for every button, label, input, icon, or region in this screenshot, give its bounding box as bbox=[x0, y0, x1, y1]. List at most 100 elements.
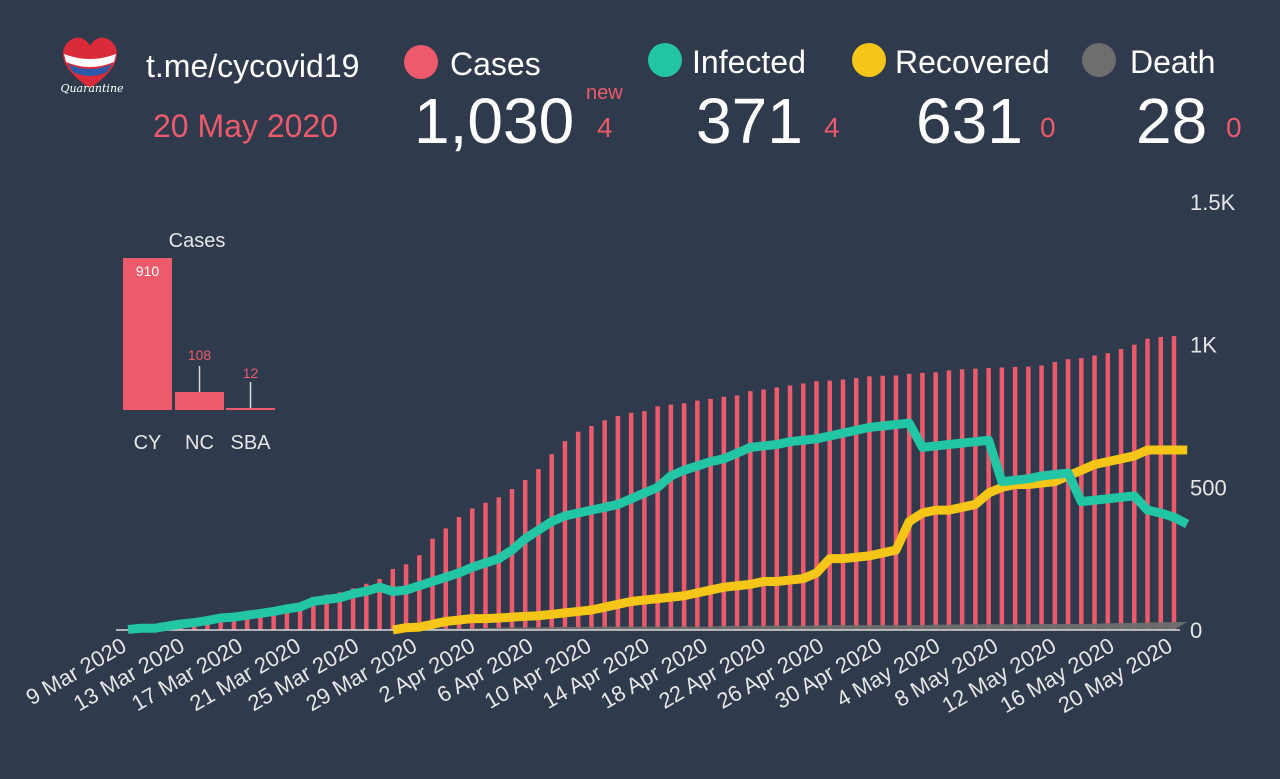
infected-label: Infected bbox=[692, 44, 806, 80]
mini-data-label: 12 bbox=[243, 365, 259, 381]
mini-data-label: 910 bbox=[136, 263, 160, 279]
cases-bar bbox=[787, 385, 793, 630]
cases-bar bbox=[1012, 366, 1018, 630]
mini-bar-cy bbox=[123, 258, 172, 410]
cases-bar bbox=[337, 592, 343, 630]
cases-bar bbox=[377, 578, 382, 630]
cases-bar bbox=[1132, 344, 1137, 630]
death-new: 0 bbox=[1226, 112, 1242, 143]
mini-bar-sba bbox=[226, 407, 275, 410]
cases-label: Cases bbox=[450, 46, 541, 82]
cases-bar bbox=[1158, 336, 1164, 630]
death-value: 28 bbox=[1136, 85, 1208, 157]
cases-bar bbox=[1065, 359, 1071, 630]
cases-bar bbox=[1092, 355, 1097, 630]
cases-bar bbox=[403, 564, 409, 630]
cases-bar bbox=[509, 489, 515, 630]
infected-value: 371 bbox=[696, 85, 803, 157]
cases-bar bbox=[231, 616, 237, 630]
cases-bar bbox=[602, 420, 607, 630]
mini-chart-title: Cases bbox=[169, 230, 226, 252]
cases-bar bbox=[575, 431, 581, 630]
cases-bar bbox=[827, 380, 832, 630]
cases-bar bbox=[496, 497, 501, 630]
cases-bar bbox=[1118, 348, 1124, 630]
mini-category-label: CY bbox=[134, 432, 162, 454]
cases-bar bbox=[893, 375, 899, 630]
cases-bar bbox=[748, 391, 753, 630]
cases-bar bbox=[681, 403, 687, 630]
recovered-line bbox=[392, 445, 1188, 635]
cases-bar bbox=[218, 616, 223, 630]
y-tick-label: 1.5K bbox=[1190, 190, 1236, 215]
channel-link[interactable]: t.me/cycovid19 bbox=[146, 48, 360, 84]
cases-bar bbox=[1171, 336, 1177, 630]
heart-flag-logo: Quarantine bbox=[52, 30, 132, 100]
cases-bar bbox=[244, 613, 250, 630]
cases-bar bbox=[1105, 353, 1111, 630]
cases-bar bbox=[297, 602, 303, 630]
cases-bar bbox=[853, 378, 859, 630]
cases-bar bbox=[1026, 366, 1031, 630]
cases-bar bbox=[734, 395, 740, 630]
cases-bar bbox=[867, 376, 872, 630]
mini-bar-nc bbox=[175, 391, 224, 410]
cases-bar bbox=[364, 583, 369, 630]
infected-new: 4 bbox=[824, 112, 840, 143]
cases-bar bbox=[536, 469, 541, 630]
cases-bar bbox=[324, 594, 329, 630]
cases-legend-dot bbox=[404, 45, 438, 79]
cases-bar bbox=[549, 454, 554, 630]
cases-bar bbox=[271, 608, 276, 630]
cases-bar bbox=[840, 379, 846, 630]
death-legend-dot bbox=[1082, 43, 1116, 77]
y-tick-label: 0 bbox=[1190, 618, 1202, 643]
cases-bars bbox=[125, 336, 1177, 630]
cases-bar bbox=[695, 400, 700, 630]
cases-bar bbox=[761, 389, 766, 630]
cases-bar bbox=[1052, 362, 1058, 630]
cases-bar bbox=[205, 620, 210, 630]
death-label: Death bbox=[1130, 44, 1216, 80]
cases-bar bbox=[390, 568, 396, 630]
cases-bar bbox=[562, 441, 568, 630]
cases-bar bbox=[522, 479, 528, 630]
cases-new: 4 bbox=[597, 112, 613, 143]
cases-bar bbox=[311, 596, 316, 630]
cases-bar bbox=[417, 555, 422, 630]
cases-bar bbox=[880, 375, 885, 630]
cases-bar bbox=[801, 383, 806, 630]
cases-bar bbox=[615, 416, 621, 630]
cases-bar bbox=[933, 372, 938, 630]
mini-category-label: SBA bbox=[230, 432, 271, 454]
recovered-legend-dot bbox=[852, 43, 886, 77]
infected-line bbox=[127, 418, 1190, 634]
infected-legend-dot bbox=[648, 43, 682, 77]
cases-bar bbox=[628, 412, 634, 630]
cases-bar bbox=[774, 387, 780, 630]
mini-data-label: 108 bbox=[188, 347, 212, 363]
recovered-label: Recovered bbox=[895, 44, 1050, 80]
cases-bar bbox=[906, 373, 912, 630]
recovered-value: 631 bbox=[916, 85, 1023, 157]
cases-bar bbox=[258, 610, 263, 630]
recovered-new: 0 bbox=[1040, 112, 1056, 143]
cases-bar bbox=[668, 404, 674, 630]
y-tick-label: 500 bbox=[1190, 475, 1227, 500]
cases-bar bbox=[350, 588, 356, 630]
mini-category-label: NC bbox=[185, 432, 214, 454]
cases-bar bbox=[708, 398, 713, 630]
cases-bar bbox=[655, 406, 660, 630]
cases-bar bbox=[589, 425, 594, 630]
y-tick-label: 1K bbox=[1190, 333, 1217, 358]
cases-bar bbox=[999, 367, 1005, 630]
cases-bar bbox=[920, 372, 925, 630]
logo-text: Quarantine bbox=[60, 82, 124, 95]
new-tag: new bbox=[586, 82, 623, 104]
cases-bar bbox=[814, 381, 819, 630]
cases-bar bbox=[721, 396, 727, 630]
cases-bar bbox=[959, 369, 965, 630]
cases-bar bbox=[986, 368, 991, 630]
cases-bar bbox=[642, 411, 647, 630]
